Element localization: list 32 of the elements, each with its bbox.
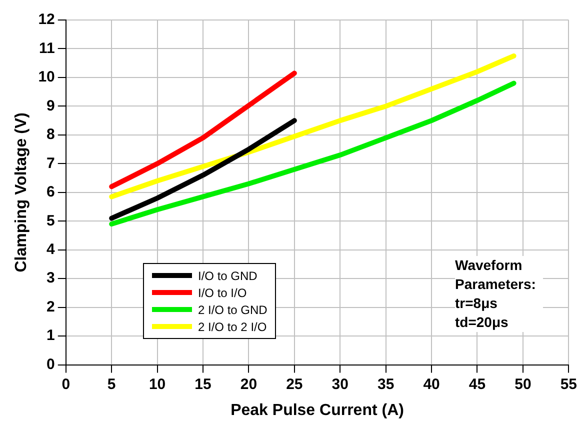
x-tick-label: 50 (514, 376, 532, 393)
y-tick-label: 4 (46, 241, 56, 258)
y-tick-label: 9 (46, 97, 55, 114)
y-tick-label: 5 (46, 212, 55, 230)
y-tick-label: 12 (38, 11, 55, 28)
legend-label: 2 I/O to 2 I/O (198, 320, 267, 334)
x-axis-title: Peak Pulse Current (A) (230, 402, 404, 419)
x-tick-label: 20 (240, 376, 258, 393)
x-tick-label: 35 (377, 376, 394, 393)
x-tick-label: 5 (107, 376, 116, 393)
y-tick-label: 1 (46, 327, 55, 344)
y-tick-label: 3 (46, 270, 55, 287)
y-tick-label: 6 (46, 184, 55, 201)
annotation: Waveform Parameters: tr=8μs td=20μs (455, 256, 543, 332)
x-tick-label: 15 (194, 376, 212, 393)
y-axis-title: Clamping Voltage (V) (13, 112, 30, 272)
x-tick-label: 45 (468, 376, 486, 393)
x-tick-label: 30 (332, 376, 348, 393)
legend-label: I/O to GND (198, 268, 258, 282)
x-tick-label: 25 (286, 376, 303, 393)
y-tick-label: 7 (46, 154, 55, 172)
legend-label: I/O to I/O (198, 286, 247, 300)
y-tick-label: 11 (39, 40, 55, 57)
y-tick-label: 2 (46, 298, 55, 316)
legend-label: 2 I/O to GND (198, 302, 268, 316)
x-tick-label: 10 (148, 376, 166, 393)
y-tick-label: 10 (38, 68, 55, 86)
y-tick-label: 8 (46, 126, 55, 144)
x-tick-label: 0 (62, 376, 70, 393)
y-tick-label: 0 (46, 356, 55, 373)
x-tick-label: 55 (560, 376, 577, 393)
x-tick-label: 40 (423, 376, 440, 393)
